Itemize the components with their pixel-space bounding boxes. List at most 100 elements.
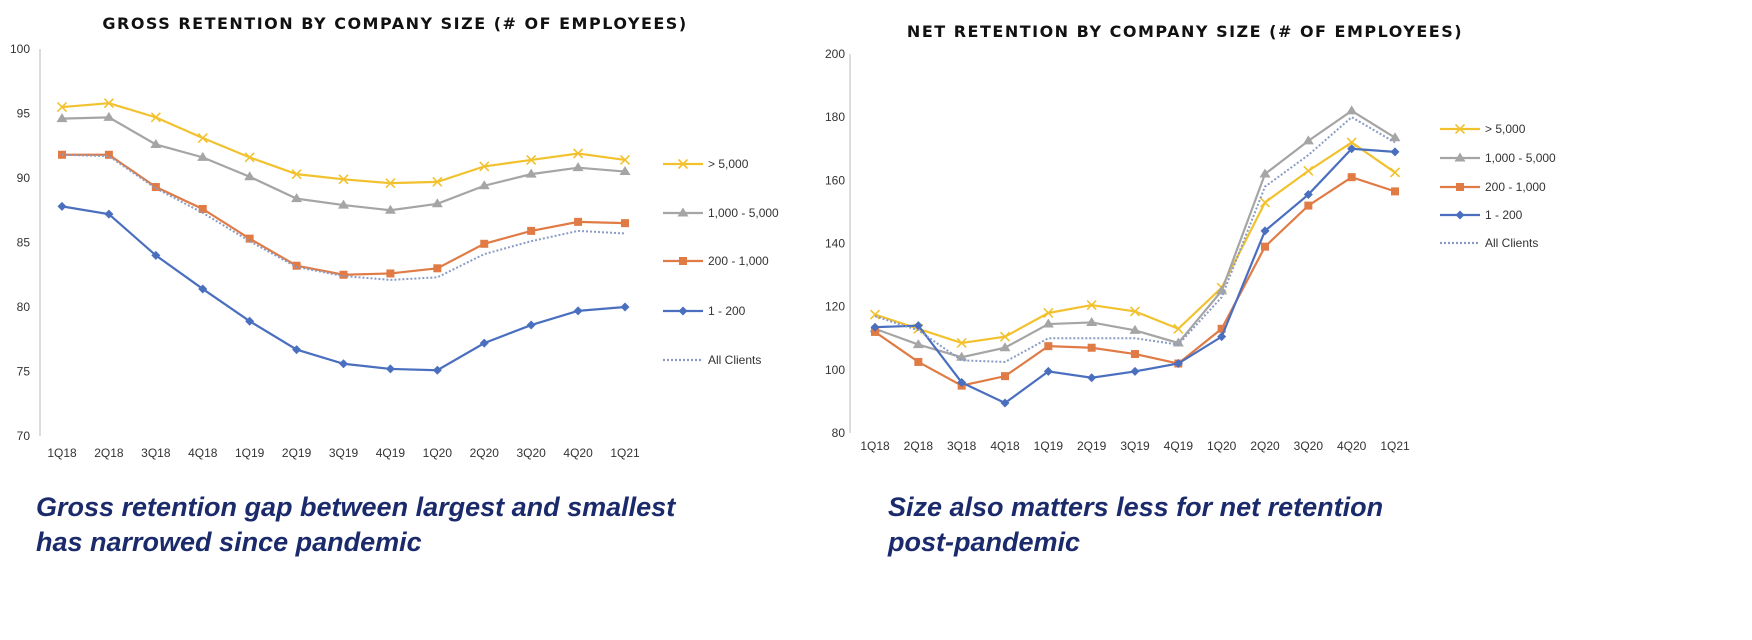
data-point xyxy=(291,193,303,203)
data-point xyxy=(1346,137,1357,148)
legend-item: > 5,000 xyxy=(663,157,749,171)
data-point xyxy=(1087,343,1096,352)
legend-item: > 5,000 xyxy=(1440,122,1526,136)
data-point xyxy=(574,217,583,226)
data-point xyxy=(914,357,923,366)
y-tick-label: 200 xyxy=(825,47,845,61)
data-point xyxy=(1217,324,1226,333)
series-line xyxy=(61,102,626,185)
data-point xyxy=(479,338,489,348)
data-point xyxy=(151,250,161,260)
data-point xyxy=(619,166,631,176)
x-tick-label: 3Q20 xyxy=(516,446,546,460)
data-point xyxy=(912,339,924,349)
y-tick-label: 100 xyxy=(10,42,30,56)
x-tick-label: 3Q19 xyxy=(1120,439,1150,453)
data-point xyxy=(479,161,490,172)
legend-item: 1,000 - 5,000 xyxy=(1440,151,1556,165)
data-point xyxy=(432,176,443,187)
caption-left-line-1: Gross retention gap between largest and … xyxy=(36,492,676,522)
y-tick-label: 75 xyxy=(17,365,31,379)
data-point xyxy=(621,219,629,228)
legend-marker xyxy=(679,257,687,265)
data-point xyxy=(385,178,396,189)
net-chart-title: NET RETENTION BY COMPANY SIZE (# OF EMPL… xyxy=(907,22,1463,41)
x-tick-label: 1Q19 xyxy=(1034,439,1064,453)
legend-marker xyxy=(677,207,689,217)
legend-label: 1,000 - 5,000 xyxy=(1485,151,1556,165)
data-point xyxy=(1302,135,1314,145)
series-all-clients xyxy=(61,153,626,281)
data-point xyxy=(1304,201,1313,210)
data-point xyxy=(1129,306,1141,317)
data-point xyxy=(1042,318,1054,328)
data-point xyxy=(1303,190,1313,200)
data-point xyxy=(999,342,1011,352)
x-tick-label: 1Q20 xyxy=(1207,439,1237,453)
data-point xyxy=(1086,300,1097,311)
legend-marker xyxy=(1456,183,1464,191)
data-point xyxy=(291,169,302,180)
data-point xyxy=(1043,366,1053,376)
data-point xyxy=(1347,173,1356,182)
legend-marker xyxy=(677,158,689,170)
data-point xyxy=(197,151,209,161)
data-point xyxy=(526,154,537,166)
data-point xyxy=(150,138,162,148)
series-1-000-5-000 xyxy=(56,111,631,214)
data-point xyxy=(478,180,490,190)
data-point xyxy=(1173,323,1184,334)
legend-item: 1 - 200 xyxy=(1440,208,1523,222)
legend-label: All Clients xyxy=(708,353,761,367)
y-tick-label: 90 xyxy=(17,171,31,185)
series-line xyxy=(61,116,626,212)
data-point xyxy=(913,321,923,331)
caption-right: Size also matters less for net retention… xyxy=(888,490,1383,560)
caption-left-line-2: has narrowed since pandemic xyxy=(36,527,422,557)
data-point xyxy=(385,364,395,374)
data-point xyxy=(244,152,255,163)
data-point xyxy=(870,322,880,332)
x-tick-label: 3Q18 xyxy=(141,446,171,460)
x-tick-label: 4Q18 xyxy=(188,446,218,460)
legend-item: 1,000 - 5,000 xyxy=(663,206,779,220)
data-point xyxy=(1389,132,1401,142)
data-point xyxy=(1131,350,1139,359)
x-tick-label: 4Q18 xyxy=(990,439,1020,453)
data-point xyxy=(526,320,536,330)
x-tick-label: 2Q18 xyxy=(94,446,124,460)
x-tick-label: 1Q21 xyxy=(610,446,640,460)
data-point xyxy=(999,331,1011,342)
data-point xyxy=(339,359,348,369)
data-point xyxy=(525,168,537,178)
x-tick-label: 3Q19 xyxy=(329,446,359,460)
data-point xyxy=(104,209,114,219)
data-point xyxy=(56,113,68,123)
x-tick-label: 2Q20 xyxy=(1250,439,1280,453)
data-point xyxy=(338,199,349,209)
data-point xyxy=(104,150,113,159)
legend-label: 200 - 1,000 xyxy=(708,254,769,268)
series-all-clients xyxy=(874,115,1396,363)
y-tick-label: 70 xyxy=(17,429,31,443)
data-point xyxy=(198,284,208,294)
data-point xyxy=(956,351,968,361)
y-tick-label: 85 xyxy=(17,236,31,250)
data-point xyxy=(871,327,879,336)
data-point xyxy=(1217,332,1227,342)
y-tick-label: 140 xyxy=(825,237,845,251)
data-point xyxy=(1303,165,1314,176)
data-point xyxy=(1087,373,1097,383)
data-point xyxy=(869,309,881,320)
legend-marker xyxy=(678,306,688,316)
data-point xyxy=(957,377,967,387)
caption-left: Gross retention gap between largest and … xyxy=(36,490,675,560)
data-point xyxy=(1172,337,1184,347)
y-tick-label: 120 xyxy=(825,300,845,314)
caption-right-line-1: Size also matters less for net retention xyxy=(888,492,1384,522)
x-tick-label: 2Q20 xyxy=(470,446,500,460)
data-point xyxy=(431,198,443,208)
data-point xyxy=(572,162,584,172)
x-tick-label: 2Q19 xyxy=(1077,439,1107,453)
data-point xyxy=(57,201,67,211)
